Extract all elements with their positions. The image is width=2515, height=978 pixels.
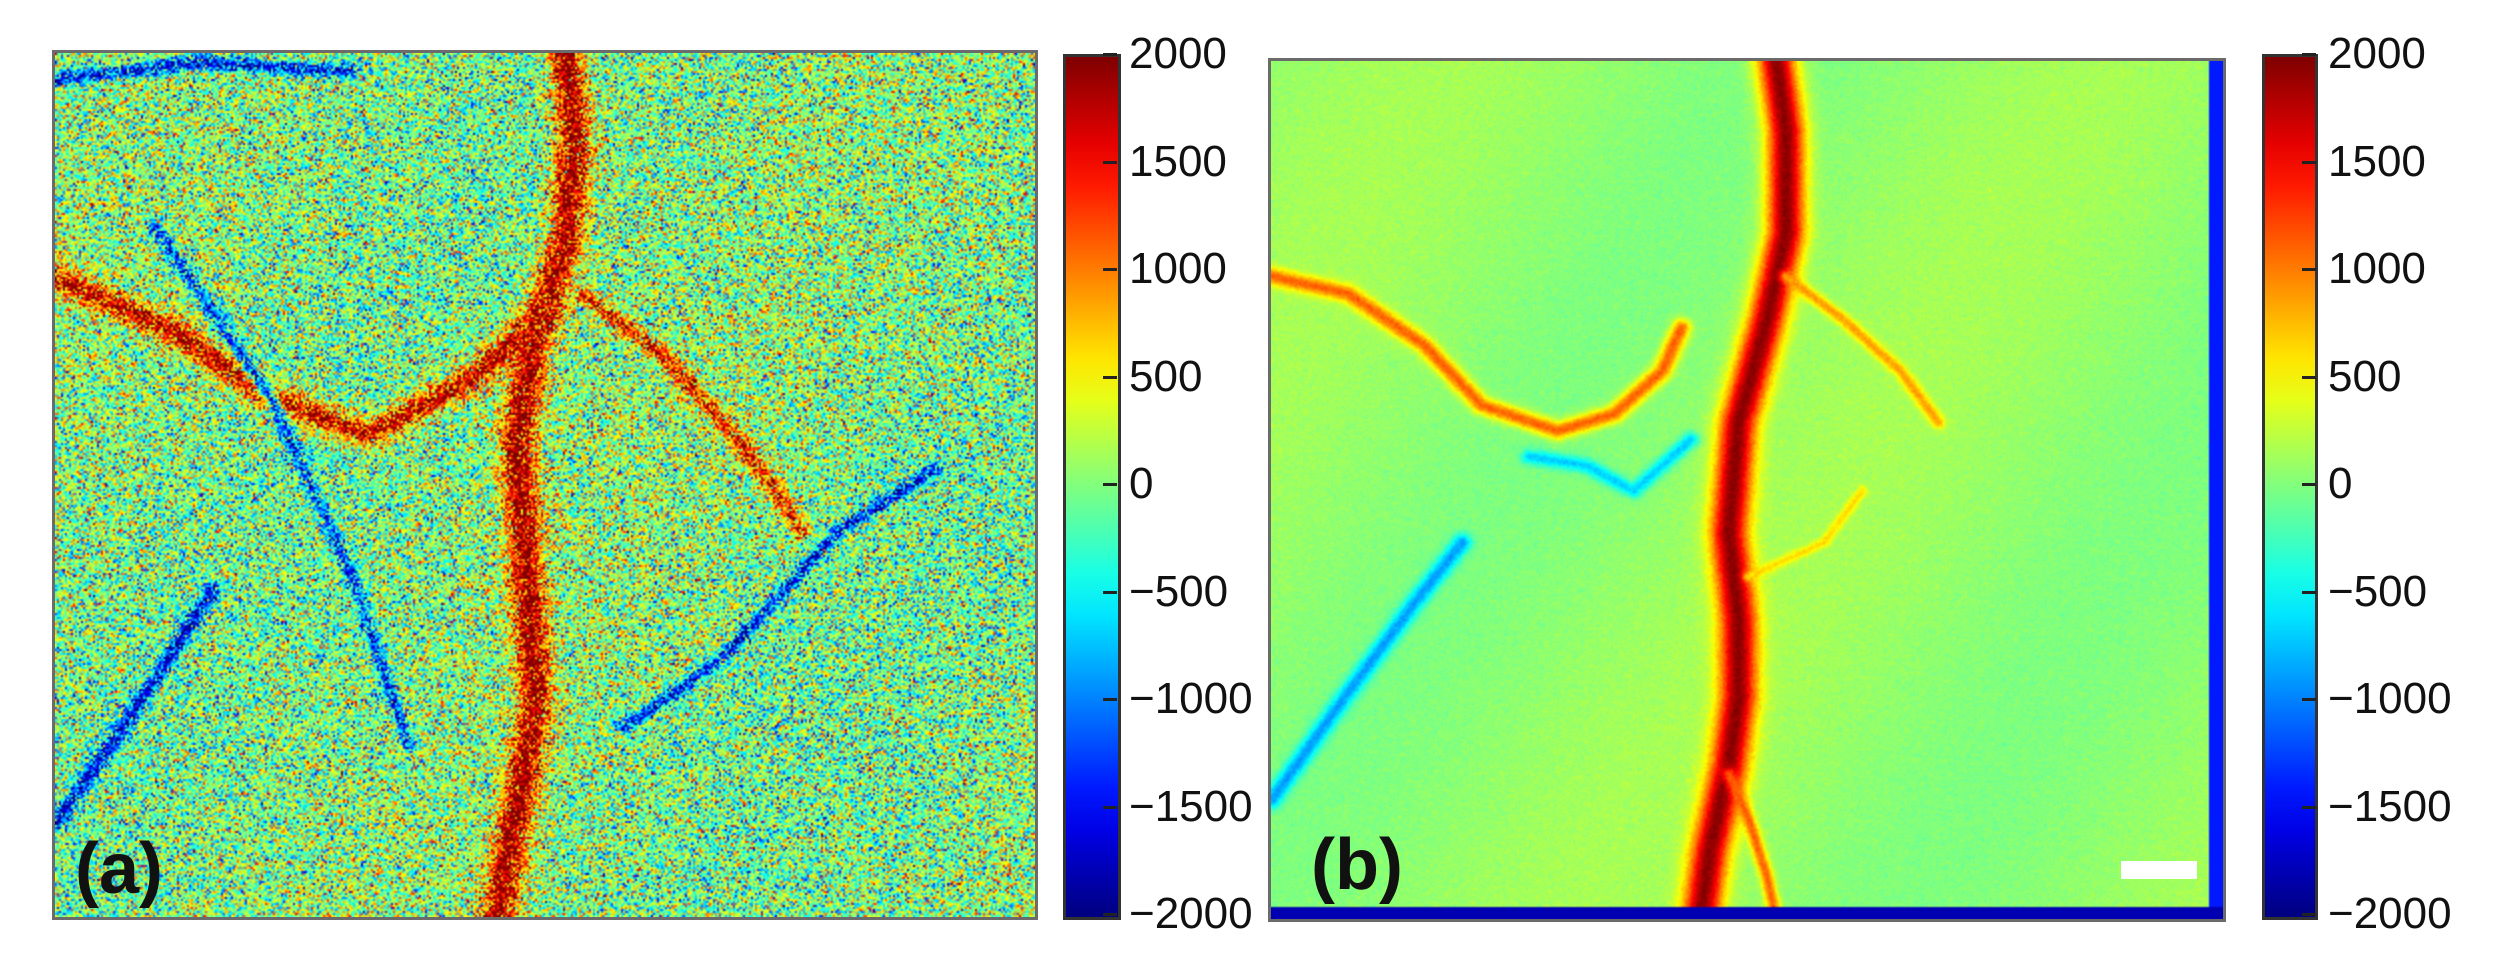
colorbar-tick-label: −1500 — [2328, 781, 2452, 831]
colorbar-tick-label: −1000 — [2328, 674, 2452, 723]
colorbar-tick-label: 1000 — [1129, 244, 1227, 293]
colorbar-tick-mark — [1103, 590, 1117, 594]
colorbar-tick-mark — [2302, 53, 2316, 56]
colorbar-tick-label: −2000 — [1129, 889, 1253, 938]
colorbar-tick-mark — [1103, 483, 1117, 486]
colorbar-tick-mark — [2302, 698, 2316, 701]
panel-a-image: (a) — [52, 50, 1038, 920]
colorbar-tick-label: 0 — [1129, 459, 1154, 508]
panel-a-canvas — [55, 53, 1035, 917]
colorbar-tick-mark — [1103, 913, 1117, 916]
colorbar-a — [1063, 54, 1121, 920]
colorbar-tick-mark — [1103, 53, 1117, 56]
colorbar-tick-label: −500 — [1129, 566, 1229, 616]
panel-b-image: (b) — [1268, 58, 2226, 922]
colorbar-tick-mark — [2302, 268, 2316, 271]
colorbar-tick-mark — [2302, 590, 2316, 594]
colorbar-tick-mark — [2302, 483, 2316, 486]
colorbar-tick-mark — [2302, 805, 2316, 809]
colorbar-tick-mark — [2302, 160, 2316, 164]
colorbar-tick-label: 0 — [2328, 459, 2353, 508]
colorbar-tick-label: −1500 — [1129, 781, 1253, 831]
colorbar-tick-mark — [1103, 805, 1117, 809]
colorbar-tick-label: 500 — [2328, 351, 2402, 401]
colorbar-tick-label: 2000 — [1129, 29, 1227, 78]
colorbar-tick-label: 1500 — [1129, 136, 1227, 186]
scale-bar — [2121, 861, 2197, 879]
colorbar-tick-label: 500 — [1129, 351, 1203, 401]
colorbar-tick-label: 1500 — [2328, 136, 2426, 186]
colorbar-tick-mark — [1103, 160, 1117, 164]
panel-b-canvas — [1271, 61, 2223, 919]
colorbar-tick-label: 1000 — [2328, 244, 2426, 293]
colorbar-tick-mark — [2302, 913, 2316, 916]
colorbar-tick-label: −2000 — [2328, 889, 2452, 938]
panel-a-label: (a) — [75, 829, 163, 909]
colorbar-tick-mark — [1103, 698, 1117, 701]
colorbar-b — [2262, 54, 2318, 920]
colorbar-tick-mark — [2302, 375, 2316, 379]
colorbar-tick-mark — [1103, 268, 1117, 271]
colorbar-tick-label: −500 — [2328, 566, 2428, 616]
panel-b-label: (b) — [1311, 825, 1403, 905]
colorbar-tick-mark — [1103, 375, 1117, 379]
colorbar-tick-label: −1000 — [1129, 674, 1253, 723]
colorbar-tick-label: 2000 — [2328, 29, 2426, 78]
